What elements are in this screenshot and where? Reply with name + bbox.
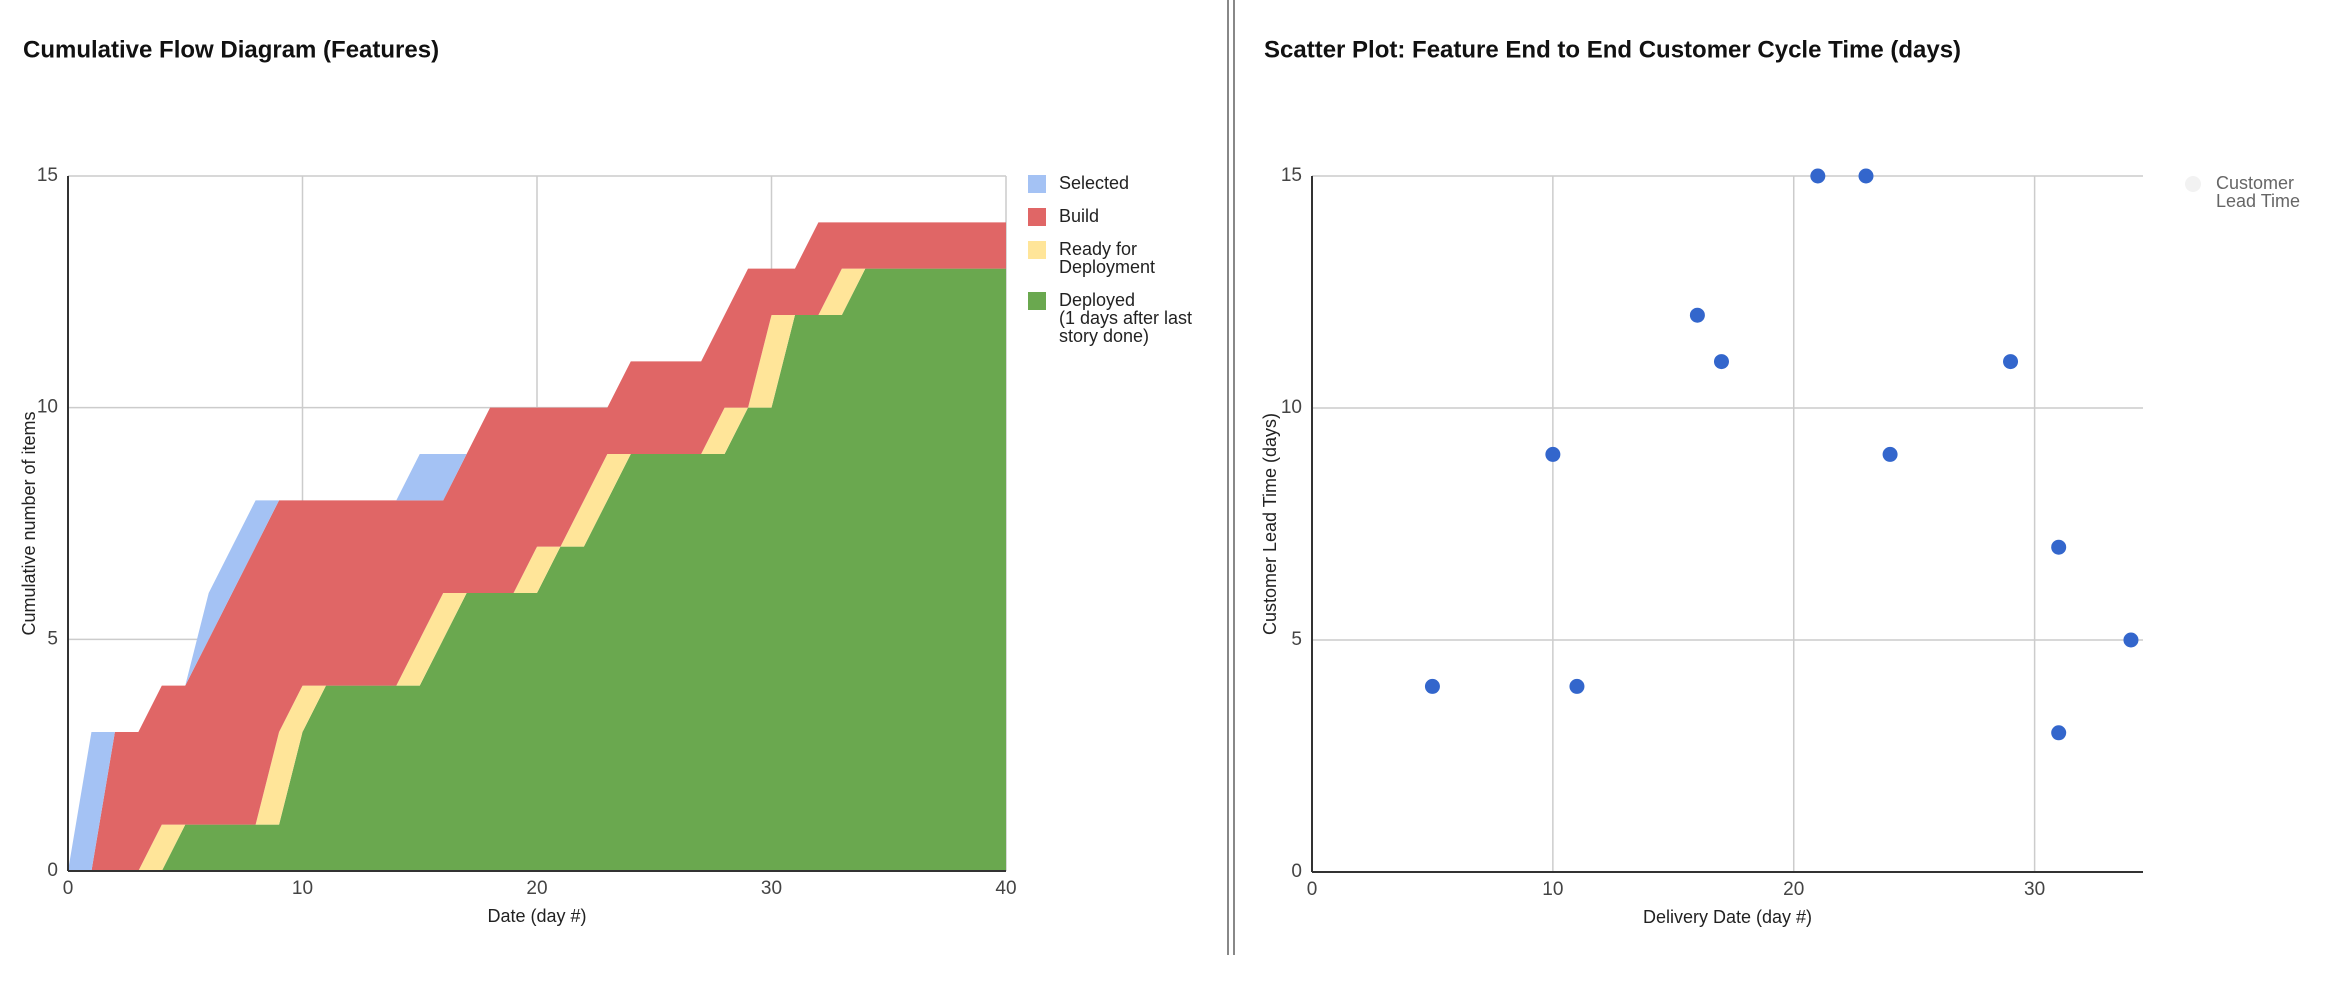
x-tick-label: 0 xyxy=(1307,879,1318,900)
x-axis-title: Date (day #) xyxy=(487,906,586,926)
point xyxy=(1689,307,1705,323)
y-tick-label: 0 xyxy=(1291,861,1302,882)
chart-title: Cumulative Flow Diagram (Features) xyxy=(23,36,439,63)
y-axis-title: Cumulative number of items xyxy=(19,411,39,635)
area xyxy=(68,222,1006,872)
point xyxy=(2123,632,2139,648)
legend-swatch xyxy=(1028,241,1046,259)
y-tick-label: 10 xyxy=(1281,397,1302,418)
point xyxy=(1424,678,1440,694)
point xyxy=(2051,725,2067,741)
y-tick-label: 5 xyxy=(47,628,58,649)
area xyxy=(68,268,1006,872)
point xyxy=(1545,446,1561,462)
x-tick-label: 10 xyxy=(1542,879,1563,900)
x-tick-label: 40 xyxy=(995,878,1016,899)
x-tick-label: 30 xyxy=(2024,879,2045,900)
legend-label: Ready for Deployment xyxy=(1059,239,1155,277)
legend-label: Build xyxy=(1059,206,1099,226)
point xyxy=(1882,446,1898,462)
point xyxy=(1810,168,1826,184)
y-tick-label: 10 xyxy=(37,397,58,418)
chart-title: Scatter Plot: Feature End to End Custome… xyxy=(1264,36,1961,63)
y-tick-label: 5 xyxy=(1291,629,1302,650)
point xyxy=(1569,678,1585,694)
legend-marker xyxy=(2185,176,2201,192)
x-tick-label: 0 xyxy=(63,878,74,899)
area xyxy=(68,222,1006,872)
y-axis-title: Customer Lead Time (days) xyxy=(1260,413,1280,635)
y-tick-label: 15 xyxy=(1281,165,1302,186)
legend-label: Deployed (1 days after last story done) xyxy=(1059,290,1197,346)
point xyxy=(2051,539,2067,555)
legend-swatch xyxy=(1028,292,1046,310)
area xyxy=(68,268,1006,872)
legend-label: Customer Lead Time xyxy=(2216,173,2300,211)
x-axis-title: Delivery Date (day #) xyxy=(1643,907,1812,927)
point xyxy=(1858,168,1874,184)
y-tick-label: 15 xyxy=(37,165,58,186)
y-tick-label: 0 xyxy=(47,860,58,881)
point xyxy=(1713,354,1729,370)
x-tick-label: 30 xyxy=(761,878,782,899)
x-tick-label: 20 xyxy=(1783,879,1804,900)
point xyxy=(2003,354,2019,370)
legend-swatch xyxy=(1028,208,1046,226)
legend-swatch xyxy=(1028,175,1046,193)
legend-label: Selected xyxy=(1059,173,1129,193)
x-tick-label: 10 xyxy=(292,878,313,899)
x-tick-label: 20 xyxy=(526,878,547,899)
